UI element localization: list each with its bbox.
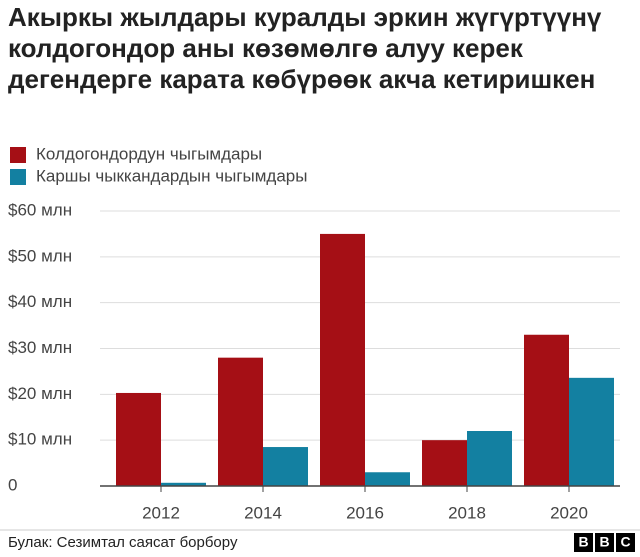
bar <box>467 431 512 486</box>
y-tick-label: $60 млн <box>8 200 72 219</box>
bar <box>116 392 161 486</box>
logo-letter: C <box>620 534 630 550</box>
bar <box>320 233 365 486</box>
bar <box>569 377 614 486</box>
x-tick-label: 2012 <box>142 503 180 522</box>
chart-title: Акыркы жылдары куралды эркин жүгүртүүнү … <box>8 2 602 94</box>
x-tick-label: 2020 <box>550 503 588 522</box>
legend-label: Колдогондордун чыгымдары <box>36 144 262 163</box>
x-tick-label: 2014 <box>244 503 282 522</box>
bar <box>422 440 467 486</box>
y-tick-label: $20 млн <box>8 384 72 403</box>
bar <box>524 334 569 486</box>
logo-box <box>574 533 593 552</box>
legend-label: Каршы чыккандардын чыгымдары <box>36 166 307 185</box>
y-tick-label: $30 млн <box>8 338 72 357</box>
legend-swatch <box>10 169 26 185</box>
bar <box>263 447 308 486</box>
logo-letter: B <box>578 534 588 550</box>
logo-box <box>595 533 614 552</box>
bar <box>161 482 206 486</box>
x-tick-label: 2018 <box>448 503 486 522</box>
bar <box>365 472 410 486</box>
bar <box>218 357 263 486</box>
y-tick-label: 0 <box>8 475 17 494</box>
legend-swatch <box>10 147 26 163</box>
logo-letter: B <box>599 534 609 550</box>
source: Булак: Сезимтал саясат борбору <box>8 534 238 551</box>
x-tick-label: 2016 <box>346 503 384 522</box>
y-tick-label: $40 млн <box>8 292 72 311</box>
y-tick-label: $10 млн <box>8 430 72 449</box>
logo-box <box>616 533 635 552</box>
y-tick-label: $50 млн <box>8 246 72 265</box>
